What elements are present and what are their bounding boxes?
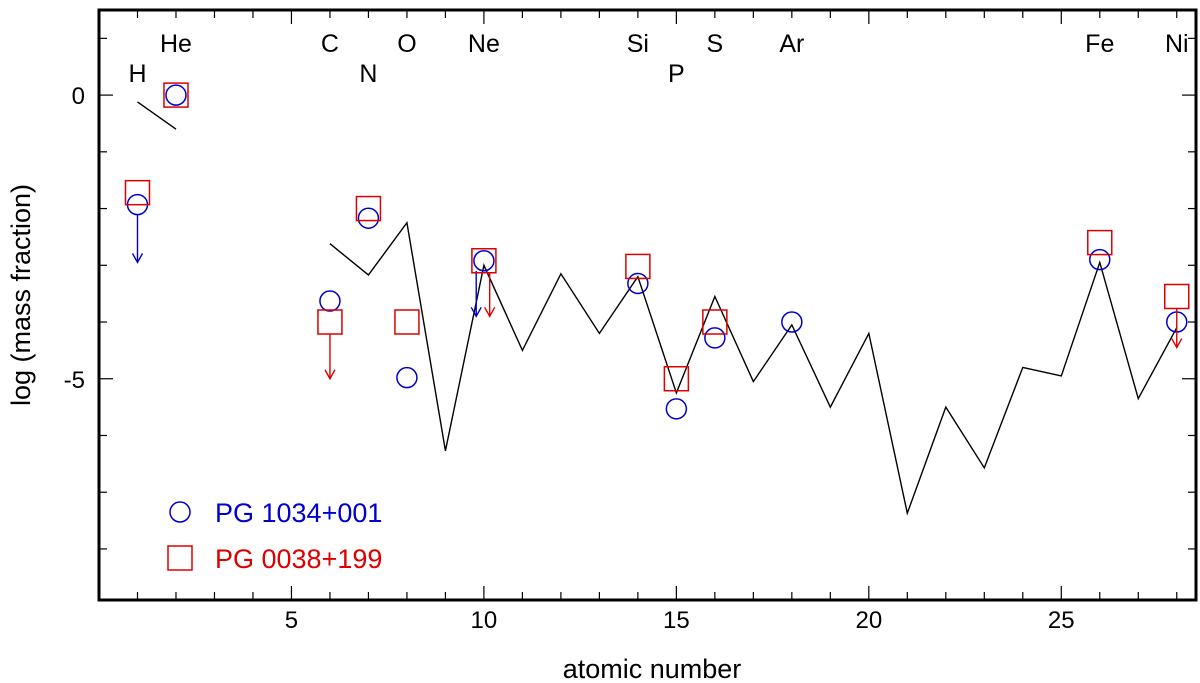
reference-line: [329, 220, 1178, 516]
element-label-ni: Ni: [1165, 30, 1189, 58]
element-label-c: C: [321, 30, 339, 58]
reference-line: [137, 101, 177, 130]
element-label-si: Si: [627, 30, 649, 58]
x-axis-label: atomic number: [563, 654, 742, 683]
y-tick-label: 0: [72, 83, 85, 110]
element-label-n: N: [359, 60, 377, 88]
legend-marker-square: [167, 545, 193, 571]
series-1-limit-arrow-head: [324, 369, 336, 381]
series-1-point: [355, 195, 382, 222]
series-1-point: [1164, 283, 1190, 310]
element-label-h: H: [128, 60, 146, 88]
series-1-point: [317, 309, 343, 335]
element-label-p: P: [668, 60, 685, 88]
series-1-limit-arrow-head: [1171, 338, 1183, 349]
x-tick-label: 5: [285, 607, 298, 634]
series-1-point: [702, 309, 728, 335]
legend: PG 1034+001 PG 0038+199: [167, 498, 382, 574]
series-0-point: [665, 398, 688, 420]
series-1-point: [124, 179, 151, 206]
element-label-ne: Ne: [468, 30, 500, 58]
series-1-point: [471, 248, 497, 274]
series-0-point: [319, 290, 341, 312]
element-label-ar: Ar: [779, 30, 804, 58]
series-0-point: [1089, 248, 1111, 271]
series-1-point: [163, 82, 189, 108]
series-0-point: [396, 366, 418, 389]
element-label-he: He: [160, 30, 192, 58]
y-axis-label: log (mass fraction): [6, 184, 36, 406]
legend-label: PG 0038+199: [215, 544, 382, 574]
x-tick-label: 15: [663, 607, 690, 634]
series-0-point: [357, 207, 380, 229]
legend-label: PG 1034+001: [215, 498, 382, 528]
series-0-point: [781, 311, 803, 333]
element-label-o: O: [397, 30, 416, 58]
series-0-point: [473, 250, 495, 272]
series-1-point: [394, 309, 420, 335]
x-tick-label: 10: [471, 607, 498, 634]
x-tick-label: 20: [855, 607, 882, 634]
series-0-limit-arrow-head: [131, 253, 144, 264]
series-0-point: [704, 327, 726, 349]
element-label-fe: Fe: [1085, 30, 1114, 58]
element-label-s: S: [707, 30, 724, 58]
legend-marker-circle: [169, 501, 191, 523]
series-1-point: [1087, 229, 1113, 256]
series-0-point: [165, 84, 187, 106]
plot-area: 5 10 15 20 25 0 -5 H He CNO Ne Si PS Ar Fe Ni: [64, 8, 1198, 634]
series-0-limit-arrow-head: [470, 307, 482, 318]
series-1-point: [663, 366, 690, 392]
y-tick-label: -5: [64, 367, 85, 394]
series-1-point: [625, 253, 651, 280]
plot-frame: [97, 8, 1198, 602]
series-0-point: [627, 272, 649, 295]
series-1-limit-arrow-head: [484, 307, 496, 318]
x-tick-label: 25: [1048, 607, 1075, 634]
